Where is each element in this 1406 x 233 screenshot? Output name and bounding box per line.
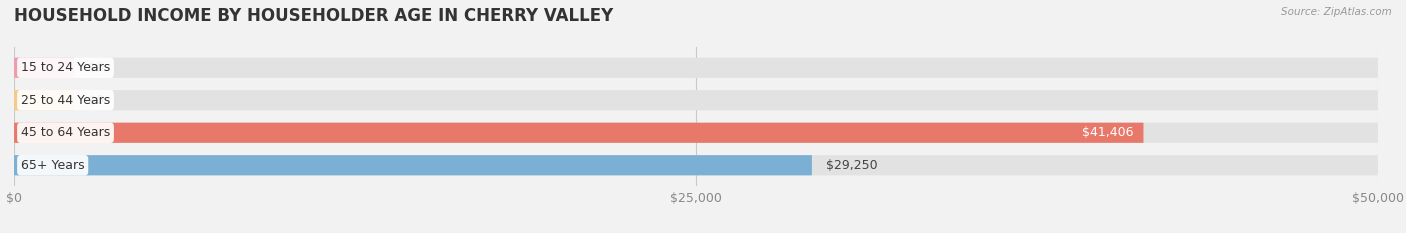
FancyBboxPatch shape [14,58,1378,78]
Text: Source: ZipAtlas.com: Source: ZipAtlas.com [1281,7,1392,17]
FancyBboxPatch shape [14,58,75,78]
FancyBboxPatch shape [14,90,1378,110]
Text: 65+ Years: 65+ Years [21,159,84,172]
FancyBboxPatch shape [14,90,75,110]
Text: $41,406: $41,406 [1083,126,1133,139]
FancyBboxPatch shape [14,155,811,175]
Text: 25 to 44 Years: 25 to 44 Years [21,94,110,107]
Text: $29,250: $29,250 [825,159,877,172]
Text: 15 to 24 Years: 15 to 24 Years [21,61,110,74]
Text: 45 to 64 Years: 45 to 64 Years [21,126,110,139]
FancyBboxPatch shape [14,123,1143,143]
Text: HOUSEHOLD INCOME BY HOUSEHOLDER AGE IN CHERRY VALLEY: HOUSEHOLD INCOME BY HOUSEHOLDER AGE IN C… [14,7,613,25]
Text: $0: $0 [87,61,104,74]
FancyBboxPatch shape [14,155,1378,175]
FancyBboxPatch shape [14,123,1378,143]
Text: $0: $0 [87,94,104,107]
